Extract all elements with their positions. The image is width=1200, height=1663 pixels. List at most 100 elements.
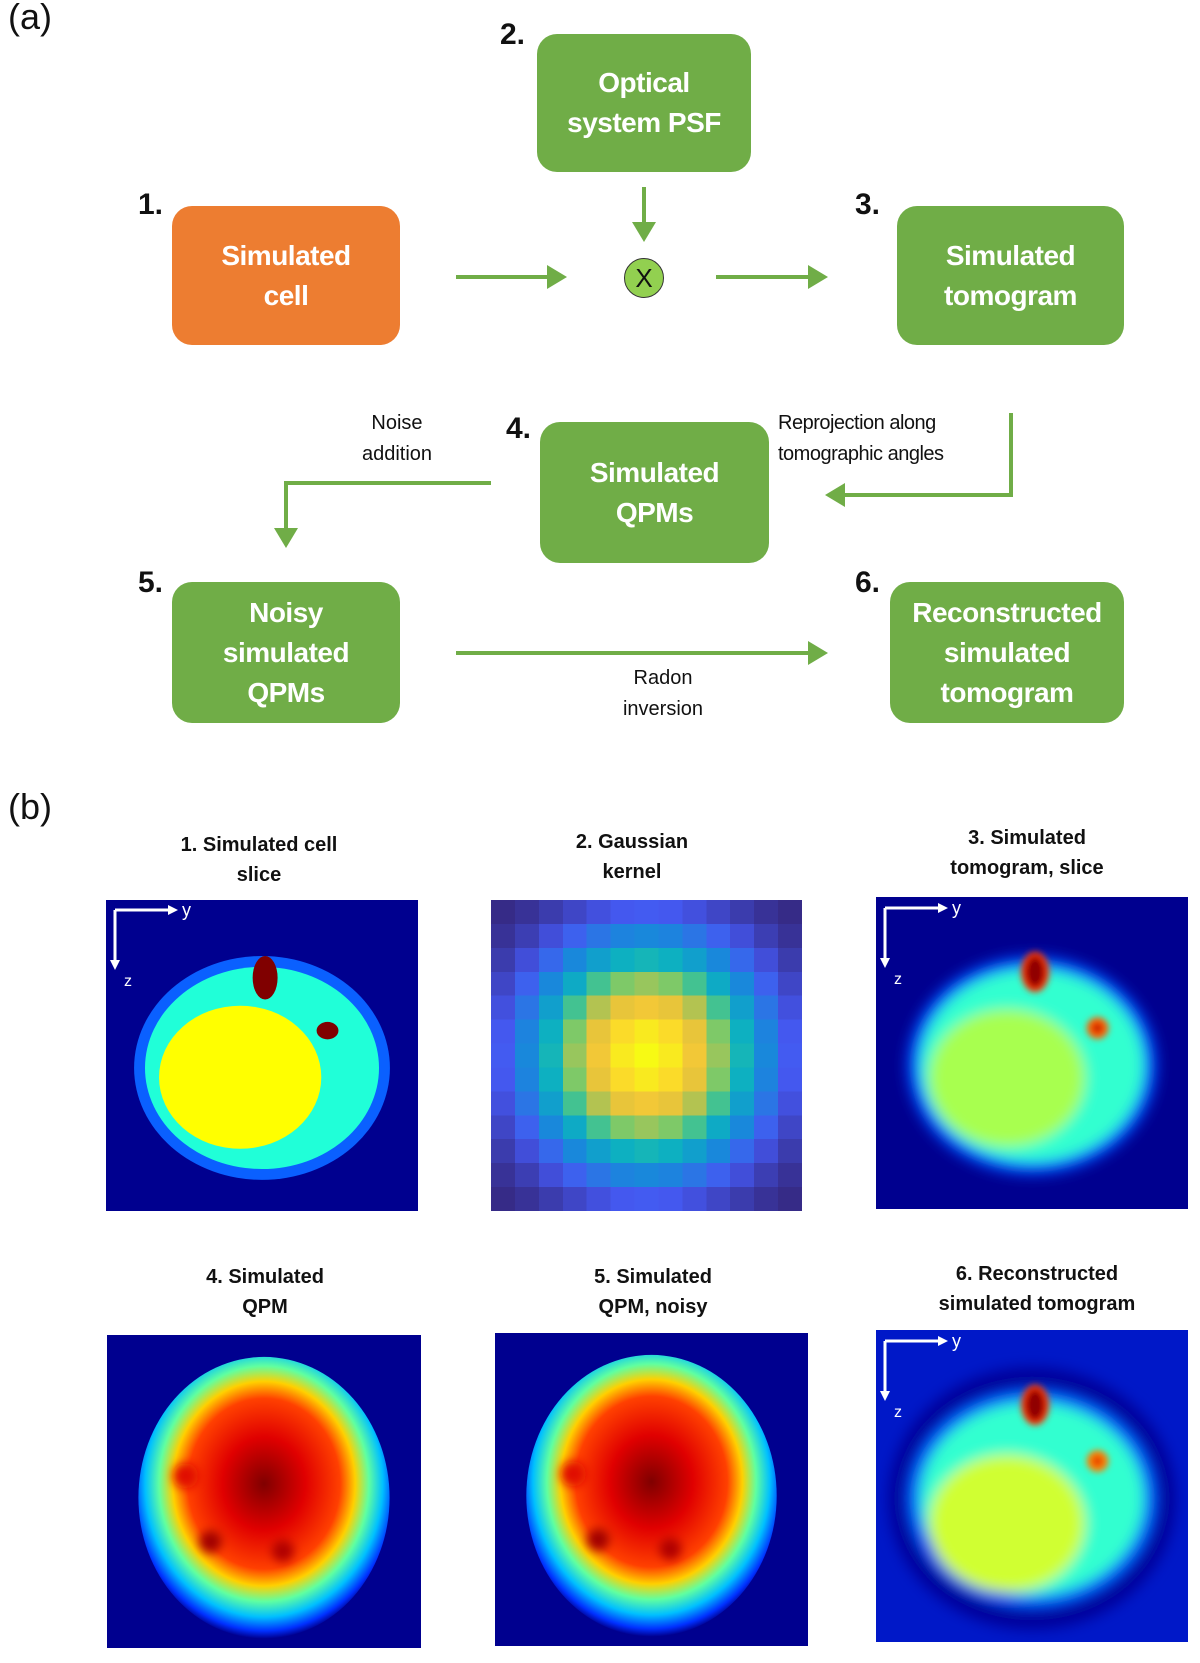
label-reprojection: Reprojection along tomographic angles	[778, 412, 944, 465]
box-noisy-qpms: Noisy simulated QPMs	[172, 582, 400, 723]
axis-arrows-panel-1: y z	[110, 900, 191, 990]
panel-title-4: 4. Simulated QPM	[206, 1266, 324, 1318]
kernel-cell	[514, 995, 539, 1020]
kernel-cell	[754, 1187, 779, 1211]
box-simulated-cell: Simulated cell	[172, 206, 400, 345]
axis-label-y: y	[952, 898, 961, 918]
image-reconstructed-tomogram	[876, 1330, 1188, 1642]
kernel-cell	[682, 1043, 707, 1068]
kernel-cell	[682, 971, 707, 996]
box-simulated-tomogram: Simulated tomogram	[897, 206, 1124, 345]
kernel-cell	[514, 1115, 539, 1140]
kernel-cell	[754, 1115, 779, 1140]
kernel-cell	[730, 1043, 755, 1068]
kernel-cell	[658, 995, 683, 1020]
kernel-cell	[778, 900, 802, 924]
kernel-cell	[514, 947, 539, 972]
kernel-cell	[658, 1043, 683, 1068]
kernel-cell	[706, 947, 731, 972]
kernel-cell	[562, 1019, 587, 1044]
kernel-cell	[586, 1043, 611, 1068]
kernel-cell	[634, 900, 659, 924]
kernel-cell	[538, 923, 563, 948]
axis-label-z: z	[124, 973, 132, 990]
kernel-cell	[754, 900, 779, 924]
kernel-cell	[514, 1139, 539, 1164]
kernel-cell	[514, 1067, 539, 1092]
multiply-node: X	[624, 258, 664, 298]
kernel-cell	[491, 1163, 515, 1188]
kernel-cell	[658, 971, 683, 996]
kernel-cell	[491, 1067, 515, 1092]
step-number-2: 2.	[500, 18, 526, 51]
panel-b-label: (b)	[8, 786, 52, 827]
kernel-cell	[778, 923, 802, 948]
kernel-cell	[706, 1067, 731, 1092]
box-reconstructed-tomogram: Reconstructed simulated tomogram	[890, 582, 1124, 723]
kernel-cell	[538, 900, 563, 924]
box-simulated-qpms: Simulated QPMs	[540, 422, 769, 563]
axis-label-y: y	[182, 900, 191, 920]
kernel-cell	[514, 971, 539, 996]
kernel-cell	[778, 1067, 802, 1092]
kernel-cell	[610, 1187, 635, 1211]
kernel-cell	[491, 1139, 515, 1164]
axis-label-z: z	[894, 1404, 902, 1421]
kernel-cell	[514, 1187, 539, 1211]
kernel-cell	[682, 923, 707, 948]
image-gaussian-kernel	[491, 900, 802, 1211]
kernel-cell	[730, 1163, 755, 1188]
kernel-cell	[634, 1091, 659, 1116]
kernel-cell	[610, 1163, 635, 1188]
kernel-cell	[754, 947, 779, 972]
kernel-cell	[610, 1139, 635, 1164]
axis-label-z: z	[894, 971, 902, 988]
kernel-cell	[586, 1091, 611, 1116]
kernel-cell	[514, 1043, 539, 1068]
kernel-cell	[562, 971, 587, 996]
kernel-cell	[610, 947, 635, 972]
kernel-cell	[658, 1115, 683, 1140]
kernel-cell	[562, 1187, 587, 1211]
panel-title-5: 5. Simulated QPM, noisy	[594, 1266, 712, 1318]
step-number-3: 3.	[855, 188, 881, 221]
kernel-cell	[586, 971, 611, 996]
kernel-cell	[610, 971, 635, 996]
image-simulated-qpm	[107, 1335, 421, 1648]
kernel-cell	[491, 900, 515, 924]
kernel-cell	[538, 947, 563, 972]
kernel-cell	[730, 1067, 755, 1092]
panel-a-label: (a)	[8, 0, 52, 37]
kernel-cell	[562, 1043, 587, 1068]
kernel-cell	[730, 995, 755, 1020]
kernel-cell	[634, 1115, 659, 1140]
kernel-cell	[586, 1163, 611, 1188]
image-simulated-qpm-noisy	[495, 1333, 808, 1646]
kernel-cell	[610, 995, 635, 1020]
kernel-cell	[706, 1091, 731, 1116]
kernel-cell	[562, 1139, 587, 1164]
kernel-cell	[754, 995, 779, 1020]
image-simulated-cell-slice	[106, 900, 418, 1211]
label-noise-addition: Noise addition	[361, 412, 433, 465]
kernel-cell	[754, 1091, 779, 1116]
kernel-cell	[538, 1163, 563, 1188]
flow-arrows	[274, 187, 1013, 665]
kernel-cell	[730, 1115, 755, 1140]
kernel-cell	[491, 947, 515, 972]
kernel-cell	[586, 923, 611, 948]
kernel-cell	[658, 1163, 683, 1188]
kernel-cell	[538, 1019, 563, 1044]
kernel-cell	[634, 1043, 659, 1068]
kernel-cell	[514, 1019, 539, 1044]
kernel-cell	[730, 1019, 755, 1044]
kernel-cell	[778, 1139, 802, 1164]
kernel-cell	[706, 995, 731, 1020]
kernel-cell	[730, 947, 755, 972]
kernel-cell	[682, 1019, 707, 1044]
kernel-cell	[754, 923, 779, 948]
kernel-cell	[562, 1091, 587, 1116]
kernel-cell	[586, 1187, 611, 1211]
kernel-cell	[706, 1115, 731, 1140]
